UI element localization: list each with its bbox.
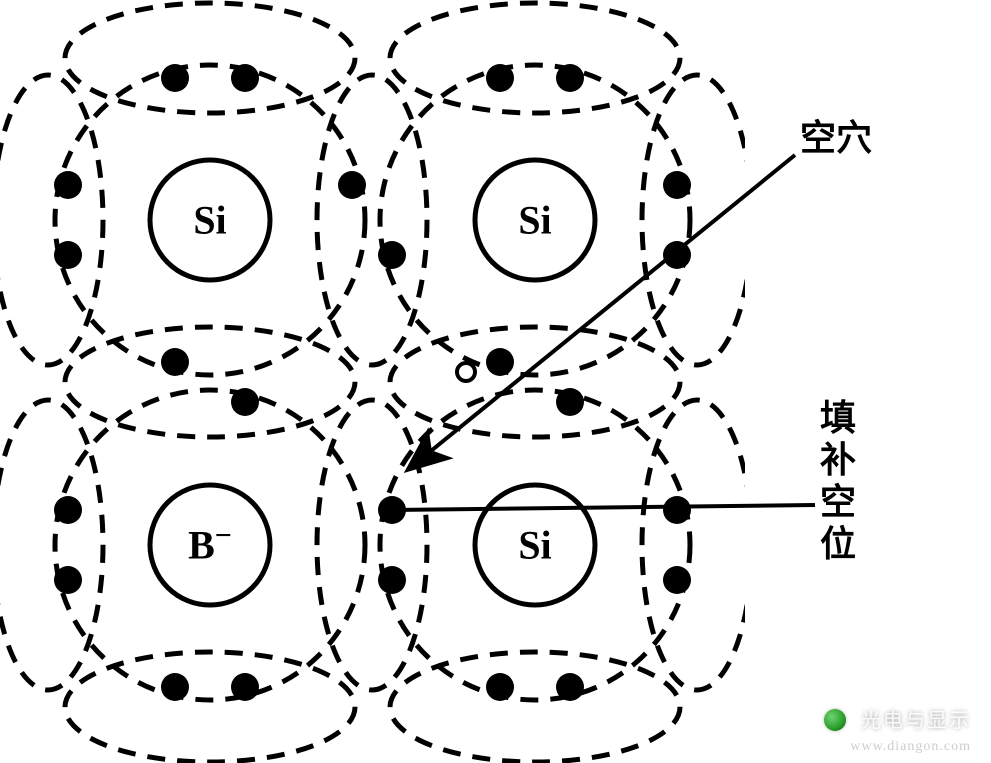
electron-15 bbox=[54, 566, 82, 594]
bond-ellipse-9 bbox=[390, 3, 680, 113]
semiconductor-lattice-diagram: Si Si B− Si 空穴填补空位 bbox=[0, 0, 991, 763]
label-hole: 空穴 bbox=[800, 118, 872, 158]
atom-label-br: Si bbox=[518, 523, 551, 568]
atom-label-tr: Si bbox=[518, 198, 551, 243]
bond-ellipse-7 bbox=[642, 400, 752, 690]
electron-1 bbox=[231, 64, 259, 92]
bond-ellipse-6 bbox=[0, 400, 103, 690]
bond-ellipse-1 bbox=[317, 400, 427, 690]
electron-20 bbox=[161, 673, 189, 701]
bond-ellipse-2 bbox=[65, 327, 355, 437]
electron-21 bbox=[231, 673, 259, 701]
electron-19 bbox=[663, 566, 691, 594]
electron-0 bbox=[161, 64, 189, 92]
electron-12 bbox=[486, 348, 514, 376]
bond-ellipse-10 bbox=[65, 652, 355, 762]
label-fill-vacancy-char-3: 位 bbox=[820, 524, 856, 564]
electron-10 bbox=[161, 348, 189, 376]
bond-ellipse-3 bbox=[390, 327, 680, 437]
electron-17 bbox=[378, 566, 406, 594]
electron-14 bbox=[54, 496, 82, 524]
electron-22 bbox=[486, 673, 514, 701]
electron-4 bbox=[54, 171, 82, 199]
electron-11 bbox=[231, 388, 259, 416]
electron-23 bbox=[556, 673, 584, 701]
electron-13 bbox=[556, 388, 584, 416]
label-fill-vacancy-char-0: 填 bbox=[820, 398, 856, 438]
hole-marker bbox=[457, 363, 475, 381]
bond-ellipse-5 bbox=[642, 75, 752, 365]
atom-label-tl: Si bbox=[193, 198, 226, 243]
electron-18 bbox=[663, 496, 691, 524]
bond-ellipse-8 bbox=[65, 3, 355, 113]
leader-to-fill-vacancy bbox=[392, 505, 815, 510]
bond-ellipse-4 bbox=[0, 75, 103, 365]
label-fill-vacancy-char-1: 补 bbox=[820, 440, 856, 480]
electron-5 bbox=[54, 241, 82, 269]
electron-8 bbox=[663, 171, 691, 199]
atom-label-bl: B− bbox=[188, 519, 232, 568]
label-fill-vacancy-char-2: 空 bbox=[820, 482, 856, 522]
bond-ellipse-11 bbox=[390, 652, 680, 762]
electron-6 bbox=[338, 171, 366, 199]
electron-3 bbox=[556, 64, 584, 92]
bond-ellipse-0 bbox=[317, 75, 427, 365]
electron-2 bbox=[486, 64, 514, 92]
electron-7 bbox=[378, 241, 406, 269]
